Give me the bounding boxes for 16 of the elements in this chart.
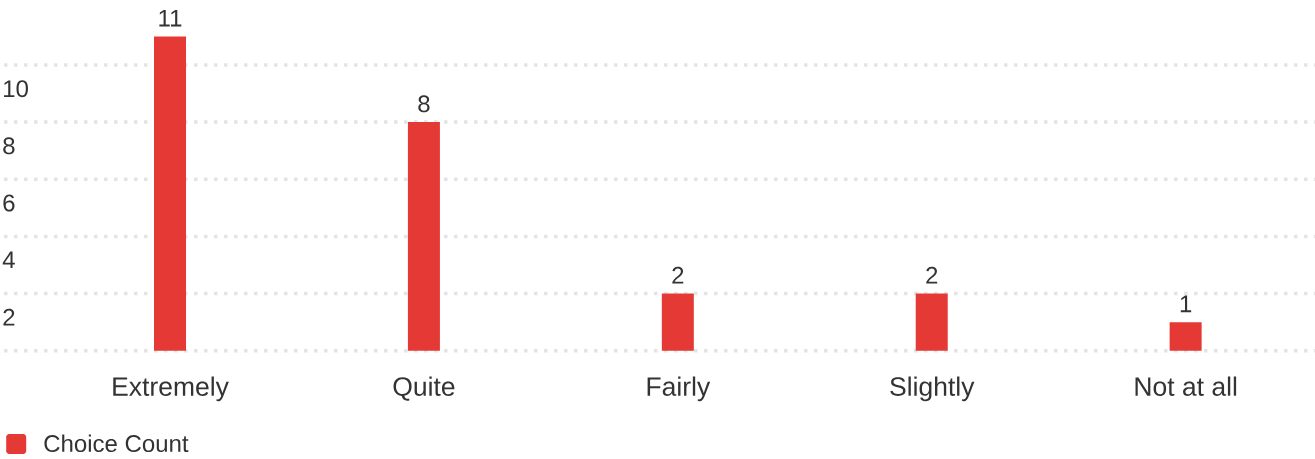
data-label: 1 (1180, 295, 1192, 313)
y-tick-label: 4 (2, 251, 15, 269)
y-tick-label: 6 (3, 194, 15, 212)
y-tick-label: 10 (4, 80, 28, 98)
x-tick-label: Not at all (1135, 376, 1237, 396)
legend-label: Choice Count (44, 434, 189, 453)
y-tick-label: 8 (3, 137, 15, 155)
x-tick-label: Fairly (647, 376, 711, 402)
x-tick-label: Slightly (890, 376, 975, 402)
x-tick-label: Quite (393, 376, 455, 401)
data-label: 2 (672, 266, 684, 284)
data-label: 11 (159, 9, 182, 27)
y-tick-label: 2 (3, 308, 15, 326)
data-label: 8 (418, 95, 430, 113)
x-tick-label: Extremely (113, 376, 229, 402)
data-label: 2 (926, 266, 938, 284)
